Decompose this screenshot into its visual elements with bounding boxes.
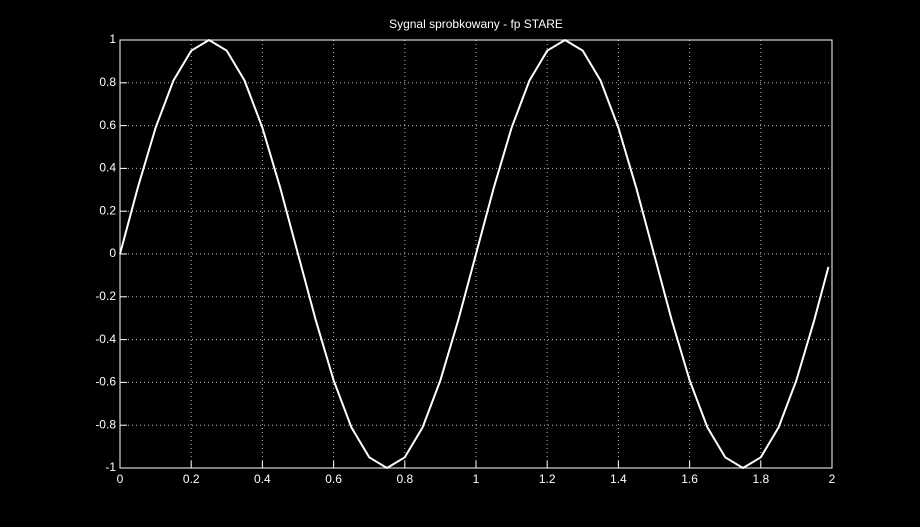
x-tick-label: 0.8	[396, 472, 413, 486]
y-tick-label: -0.8	[95, 417, 116, 431]
x-tick-label: 0.4	[254, 472, 271, 486]
y-tick-label: 1	[109, 32, 116, 46]
x-tick-label: 1.8	[752, 472, 769, 486]
y-tick-label: 0	[109, 246, 116, 260]
y-tick-label: 0.8	[99, 75, 116, 89]
y-tick-label: -0.2	[95, 289, 116, 303]
x-tick-label: 1.2	[539, 472, 556, 486]
chart-title: Sygnal sprobkowany - fp STARE	[389, 17, 563, 31]
x-tick-label: 1.4	[610, 472, 627, 486]
x-tick-label: 2	[829, 472, 836, 486]
y-tick-label: -0.6	[95, 375, 116, 389]
y-tick-label: -0.4	[95, 332, 116, 346]
x-tick-label: 1.6	[681, 472, 698, 486]
y-tick-label: -1	[105, 460, 116, 474]
x-tick-label: 0.2	[183, 472, 200, 486]
y-tick-label: 0.6	[99, 118, 116, 132]
x-tick-label: 1	[473, 472, 480, 486]
y-tick-label: 0.2	[99, 203, 116, 217]
x-tick-label: 0	[117, 472, 124, 486]
y-tick-label: 0.4	[99, 161, 116, 175]
x-tick-label: 0.6	[325, 472, 342, 486]
signal-line	[119, 39, 830, 469]
